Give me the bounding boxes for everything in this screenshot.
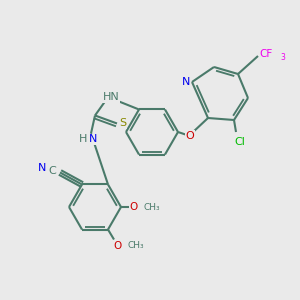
Text: N: N — [182, 77, 190, 87]
Text: C: C — [48, 167, 56, 176]
Text: H: H — [79, 134, 87, 145]
Text: 3: 3 — [280, 53, 285, 62]
Text: Cl: Cl — [235, 137, 245, 147]
Text: N: N — [38, 164, 46, 173]
Text: S: S — [119, 118, 127, 128]
Text: CF: CF — [260, 49, 273, 59]
Text: N: N — [89, 134, 98, 145]
Text: O: O — [114, 241, 122, 250]
Text: HN: HN — [103, 92, 119, 103]
Text: CH₃: CH₃ — [143, 202, 160, 211]
Text: O: O — [130, 202, 138, 212]
Text: O: O — [186, 131, 194, 141]
Text: CH₃: CH₃ — [127, 241, 144, 250]
